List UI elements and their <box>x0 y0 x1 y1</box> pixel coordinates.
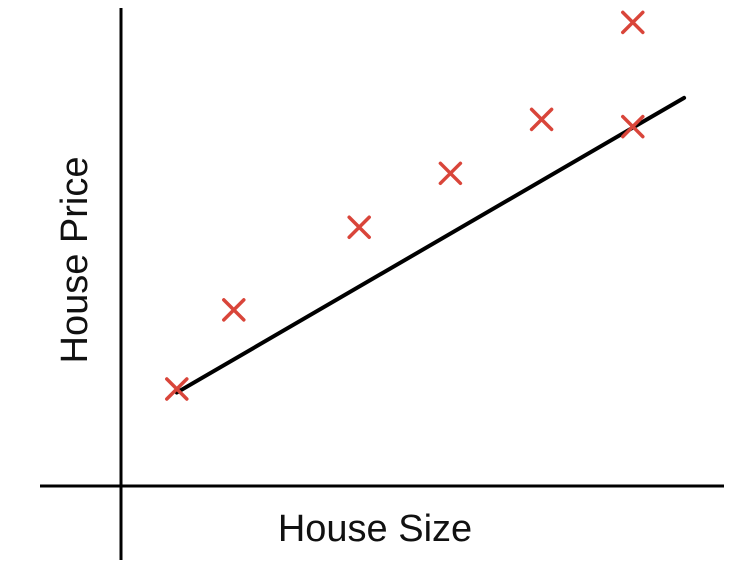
data-point-3 <box>347 215 371 239</box>
data-point-2 <box>222 298 246 322</box>
fit-line <box>174 95 687 395</box>
data-point-1 <box>165 377 189 401</box>
y-axis-label: House Price <box>54 157 96 364</box>
data-point-4 <box>438 161 463 186</box>
x-axis-label: House Size <box>278 508 472 550</box>
data-point-6 <box>621 114 645 139</box>
fit-line-group <box>174 95 687 395</box>
data-points-group <box>165 10 645 401</box>
data-point-7 <box>621 10 645 35</box>
data-point-5 <box>529 107 554 132</box>
